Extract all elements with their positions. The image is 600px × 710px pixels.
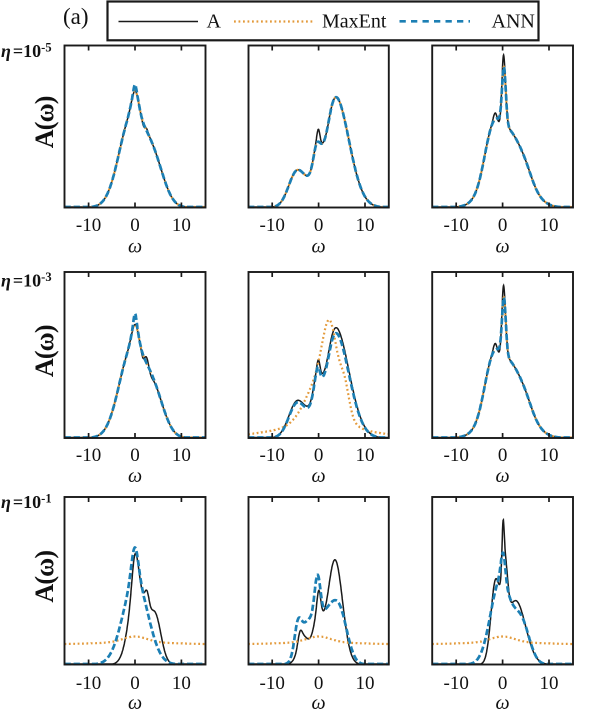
svg-text:ω: ω [312,465,326,487]
svg-text:ω: ω [128,692,142,710]
svg-text:10: 10 [540,445,559,466]
svg-text:A(ω): A(ω) [30,551,59,603]
svg-text:0: 0 [498,673,508,694]
svg-text:10: 10 [172,445,191,466]
svg-text:MaxEnt: MaxEnt [322,11,387,33]
svg-text:ω: ω [496,465,510,487]
svg-text:10: 10 [540,215,559,236]
svg-text:0: 0 [130,215,140,236]
svg-text:ω: ω [128,236,142,258]
svg-text:0: 0 [130,673,140,694]
svg-text:-10: -10 [76,445,101,466]
svg-text:0: 0 [130,445,140,466]
svg-text:A(ω): A(ω) [30,96,59,148]
svg-text:-10: -10 [260,673,285,694]
svg-text:ω: ω [496,236,510,258]
svg-text:0: 0 [314,215,324,236]
svg-text:ANN: ANN [492,11,535,33]
svg-text:0: 0 [498,445,508,466]
svg-text:ω: ω [128,465,142,487]
svg-text:-10: -10 [260,445,285,466]
svg-text:-10: -10 [444,445,469,466]
svg-text:10: 10 [172,215,191,236]
svg-text:A(ω): A(ω) [30,325,59,377]
svg-text:-10: -10 [444,673,469,694]
svg-text:-10: -10 [260,215,285,236]
svg-text:10: 10 [356,215,375,236]
svg-text:10: 10 [172,673,191,694]
svg-text:A: A [207,11,222,33]
svg-text:-10: -10 [76,673,101,694]
svg-text:-10: -10 [76,215,101,236]
svg-text:0: 0 [498,215,508,236]
svg-text:ω: ω [312,692,326,710]
svg-text:η=10-1: η =10-1 [1,492,52,513]
svg-text:10: 10 [540,673,559,694]
svg-text:ω: ω [496,692,510,710]
svg-text:-10: -10 [444,215,469,236]
svg-text:0: 0 [314,673,324,694]
svg-text:0: 0 [314,445,324,466]
svg-text:η=10-5: η =10-5 [1,41,52,62]
svg-text:ω: ω [312,236,326,258]
svg-text:(a): (a) [63,4,89,29]
svg-text:η=10-3: η =10-3 [1,270,52,291]
svg-text:10: 10 [356,673,375,694]
svg-text:10: 10 [356,445,375,466]
